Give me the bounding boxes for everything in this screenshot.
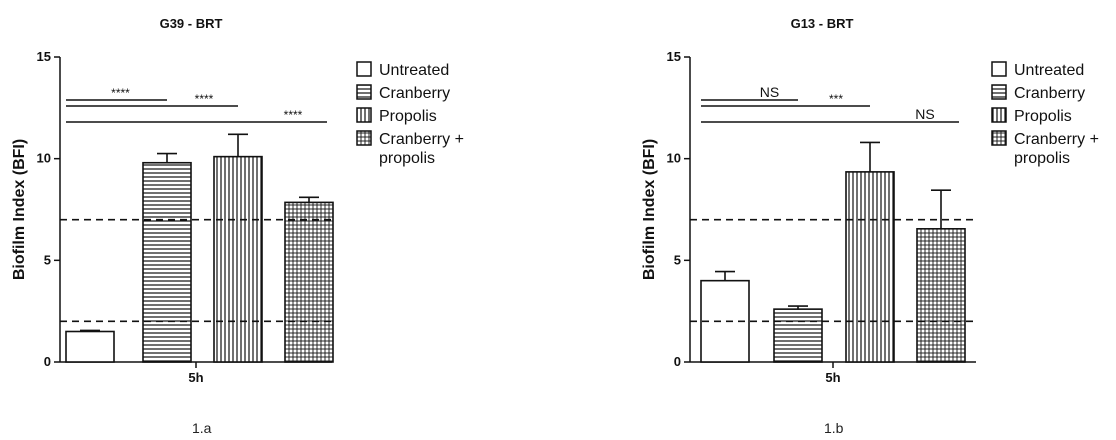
- y-axis-label: Biofilm Index (BFI): [641, 139, 658, 280]
- legend-label: Propolis: [1014, 108, 1072, 125]
- bar-propolis: [845, 171, 895, 363]
- chart-title: G13 - BRT: [791, 16, 854, 31]
- y-tick-label: 15: [667, 49, 681, 64]
- legend-label: Cranberry: [379, 85, 450, 102]
- y-axis-label: Biofilm Index (BFI): [11, 139, 28, 280]
- bar-untreated: [65, 330, 115, 363]
- legend-swatch: [991, 61, 1007, 77]
- legend-swatch: [991, 107, 1007, 123]
- legend-swatch: [356, 130, 372, 146]
- legend-label: Untreated: [1014, 62, 1084, 79]
- legend-label: Cranberry +: [379, 131, 464, 148]
- legend-swatch: [991, 130, 1007, 146]
- legend-label: propolis: [379, 150, 435, 167]
- significance-label: ****: [111, 86, 130, 100]
- y-tick-label: 5: [674, 252, 681, 267]
- bar-cranberry: [142, 161, 192, 363]
- legend-swatch: [356, 84, 372, 100]
- y-tick-label: 10: [667, 151, 681, 166]
- legend-label: propolis: [1014, 150, 1070, 167]
- significance-label: NS: [915, 106, 934, 122]
- caption-1a: 1.a: [192, 420, 212, 436]
- caption-1b: 1.b: [824, 420, 844, 436]
- legend-label: Cranberry +: [1014, 131, 1099, 148]
- bar-propolis: [213, 155, 263, 363]
- bar-cranberry: [773, 308, 823, 363]
- chart-1a: G39 - BRT Biofilm Index (BFI) 0 5 10 15 5h ****…: [11, 16, 464, 385]
- significance-label: ****: [195, 92, 214, 106]
- chart-1b: G13 - BRT Biofilm Index (BFI) 0 5 10 15 5h NS **…: [641, 16, 1099, 385]
- legend-label: Cranberry: [1014, 85, 1085, 102]
- y-tick-label: 5: [44, 252, 51, 267]
- y-tick-label: 10: [37, 151, 51, 166]
- legend-label: Propolis: [379, 108, 437, 125]
- chart-panel-1b: G13 - BRT Biofilm Index (BFI) 0 5 10 15 5h NS **…: [560, 0, 1116, 420]
- y-tick-label: 0: [674, 354, 681, 369]
- x-axis-label: 5h: [188, 370, 203, 385]
- significance-label: ****: [284, 108, 303, 122]
- legend-label: Untreated: [379, 62, 449, 79]
- significance-label: ***: [829, 92, 843, 106]
- y-tick-label: 15: [37, 49, 51, 64]
- bar-cranberry-propolis: [284, 201, 334, 363]
- legend-swatch: [356, 61, 372, 77]
- y-tick-label: 0: [44, 354, 51, 369]
- chart-panel-1a: G39 - BRT Biofilm Index (BFI) 0 5 10 15 5h ****…: [0, 0, 540, 420]
- bar-cranberry-propolis: [916, 228, 966, 363]
- chart-title: G39 - BRT: [160, 16, 223, 31]
- legend-swatch: [991, 84, 1007, 100]
- x-axis-label: 5h: [825, 370, 840, 385]
- significance-label: NS: [760, 84, 779, 100]
- legend-swatch: [356, 107, 372, 123]
